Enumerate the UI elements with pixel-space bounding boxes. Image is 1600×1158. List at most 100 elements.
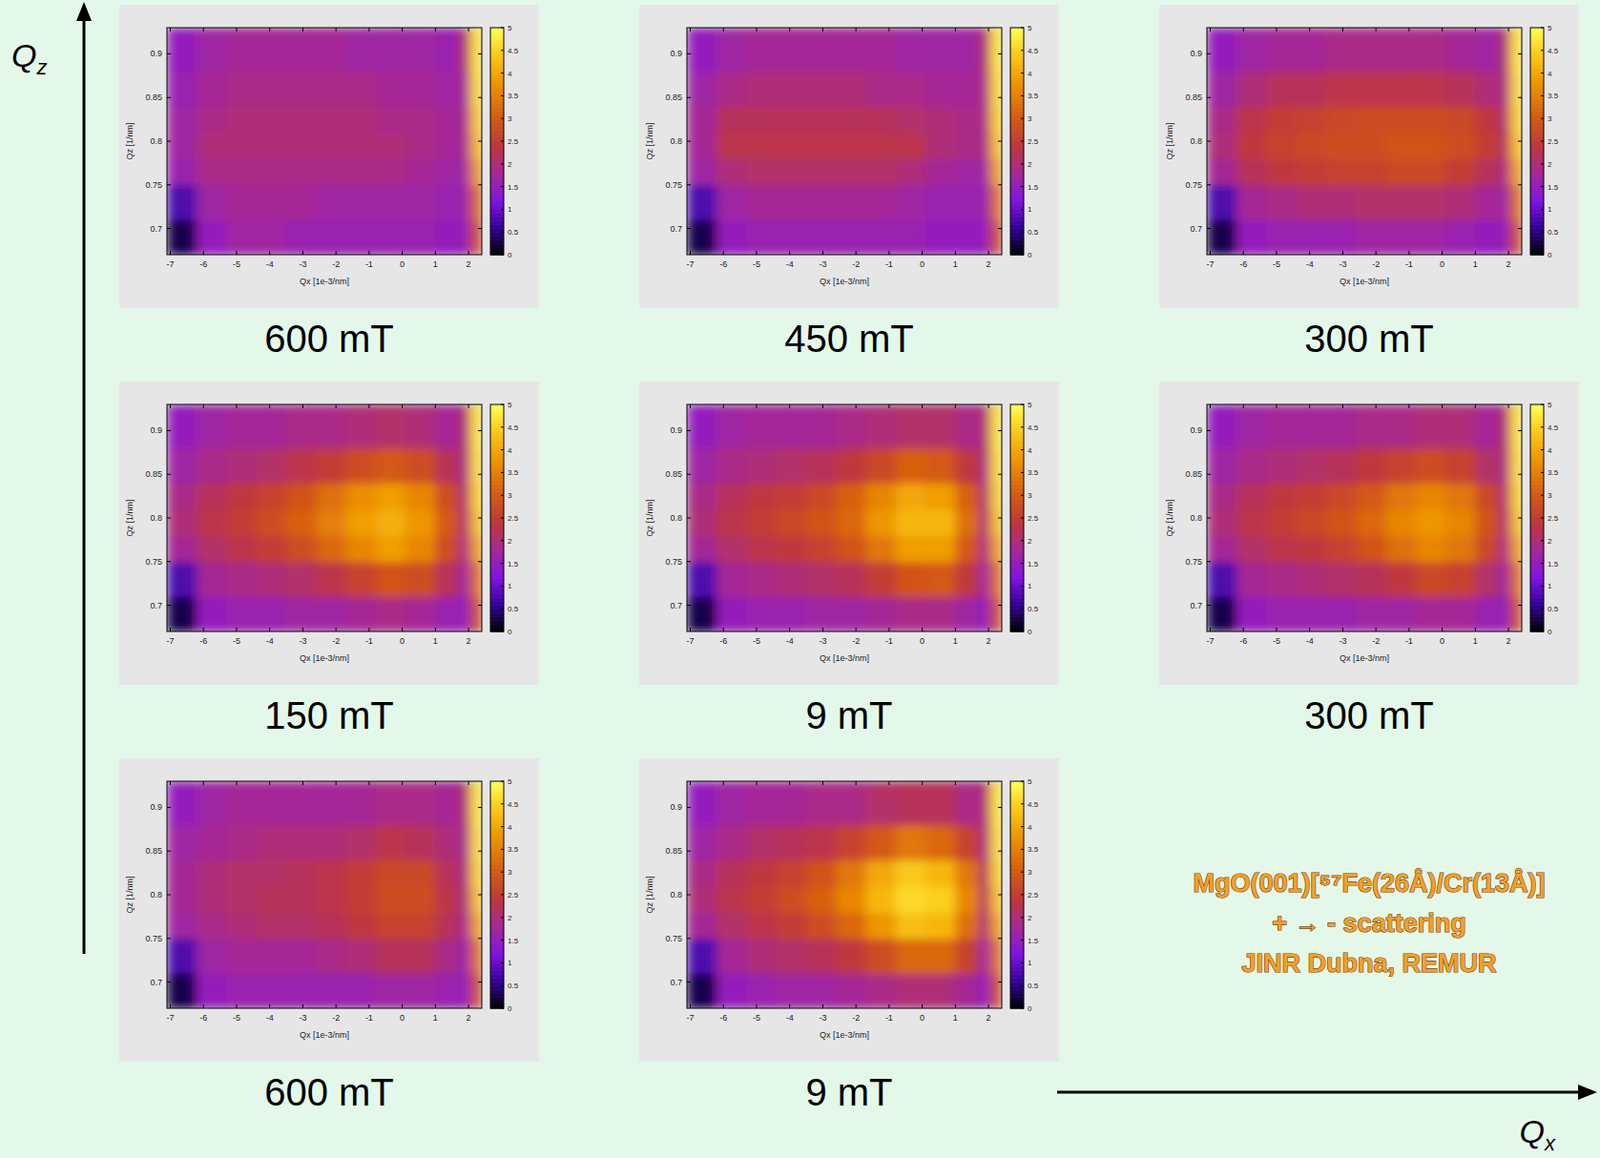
colorbar-slice: [1530, 145, 1544, 150]
heat-cell: [405, 482, 437, 510]
heat-cell: [866, 886, 897, 914]
heat-cell: [1510, 535, 1522, 562]
heat-cell: [978, 886, 992, 914]
heat-cell: [458, 27, 472, 72]
heat-cell: [990, 509, 1002, 537]
heat-cell: [315, 825, 347, 861]
colorbar-slice: [1010, 198, 1024, 204]
colorbar-tick-label: 5: [1027, 23, 1033, 33]
heat-cell: [978, 596, 992, 632]
heat-cell: [716, 938, 748, 975]
colorbar-slice: [1010, 194, 1024, 200]
heat-cell: [925, 448, 956, 484]
x-tick: [955, 404, 956, 409]
heat-cell: [315, 912, 347, 939]
colorbar-slice: [1010, 42, 1024, 48]
heat-cell: [458, 71, 472, 107]
heat-cell: [1510, 105, 1522, 133]
colorbar-slice: [1010, 933, 1024, 938]
heat-cell: [747, 973, 778, 1009]
colorbar-slice: [490, 872, 504, 877]
y-tick-label: 0.7: [669, 601, 683, 611]
heat-cell: [776, 132, 808, 160]
heat-cell: [1267, 132, 1298, 160]
heat-cell: [470, 535, 482, 562]
colorbar-slice: [490, 604, 504, 610]
x-tick: [921, 404, 923, 409]
heat-cell: [435, 781, 459, 826]
colorbar-tick-label: 2: [507, 160, 513, 169]
colorbar-slice: [490, 228, 504, 233]
colorbar-slice: [1010, 423, 1024, 429]
colorbar-tick: [500, 472, 504, 474]
heat-cell: [1475, 482, 1499, 510]
x-tick: [269, 404, 271, 409]
colorbar-slice: [1010, 137, 1024, 143]
y-axis-title: Qz [1/nm]: [644, 122, 655, 160]
heat-cell: [435, 482, 459, 510]
colorbar-slice: [1530, 464, 1544, 470]
y-tick-label: 0.7: [1189, 224, 1203, 234]
colorbar-slice: [490, 616, 504, 622]
colorbar-slice: [1010, 152, 1024, 158]
colorbar-frame: [490, 781, 504, 1009]
heat-cell: [227, 859, 258, 887]
x-tick-label: -7: [685, 636, 694, 646]
colorbar-tick: [1020, 231, 1024, 233]
heat-cell: [686, 561, 718, 598]
x-tick: [855, 627, 857, 632]
heat-cell: [1510, 561, 1522, 598]
colorbar-slice: [1010, 856, 1024, 862]
heat-cell: [166, 185, 198, 221]
heat-cell: [716, 132, 748, 160]
colorbar-slice: [1010, 450, 1024, 456]
heat-cell: [1326, 535, 1357, 562]
x-tick: [1475, 627, 1476, 632]
colorbar-slice: [1530, 160, 1544, 166]
heat-cell: [1445, 219, 1476, 255]
heat-cell: [1296, 535, 1328, 562]
heat-cell: [1206, 448, 1238, 484]
heat-cell: [866, 825, 897, 861]
colorbar-tick-label: 2.5: [507, 514, 520, 523]
colorbar-slice: [490, 955, 504, 960]
x-tick: [855, 781, 857, 786]
heat-cell: [1355, 509, 1387, 537]
heat-cell: [196, 859, 228, 887]
colorbar-tick: [1020, 585, 1024, 587]
x-tick-label: -4: [266, 636, 274, 646]
colorbar-tick: [500, 849, 504, 851]
panel-background: [1159, 4, 1580, 309]
heat-cell: [806, 158, 837, 186]
heat-cell: [895, 185, 927, 221]
colorbar-slice: [490, 247, 504, 252]
x-tick-label: -7: [166, 1013, 174, 1023]
y-tick: [1517, 97, 1522, 99]
heat-cell: [978, 825, 992, 861]
heat-cell: [1296, 448, 1328, 484]
x-tick-label: -3: [1338, 636, 1347, 646]
colorbar-slice: [490, 623, 504, 629]
colorbar-tick: [1540, 608, 1544, 610]
heat-cell: [1355, 219, 1387, 255]
colorbar-slice: [490, 58, 504, 63]
colorbar-slice: [490, 883, 504, 889]
colorbar-frame: [490, 27, 504, 255]
heat-cell: [806, 482, 837, 510]
plot-area: [1206, 27, 1522, 255]
heat-cell: [747, 27, 778, 72]
colorbar-slice: [1010, 235, 1024, 241]
y-tick: [166, 851, 171, 852]
colorbar-slice: [490, 50, 504, 56]
colorbar-slice: [1530, 612, 1544, 618]
heat-cell: [405, 859, 437, 887]
heat-cell: [1386, 448, 1417, 484]
heat-cell: [1475, 71, 1499, 107]
heat-cell: [227, 781, 258, 826]
x-tick-label: 1: [433, 636, 438, 646]
colorbar-tick: [1020, 781, 1024, 783]
heat-cell: [716, 71, 748, 107]
colorbar-slice: [490, 160, 504, 166]
x-tick-label: 2: [1506, 259, 1512, 270]
x-tick-label: -1: [1405, 636, 1413, 646]
